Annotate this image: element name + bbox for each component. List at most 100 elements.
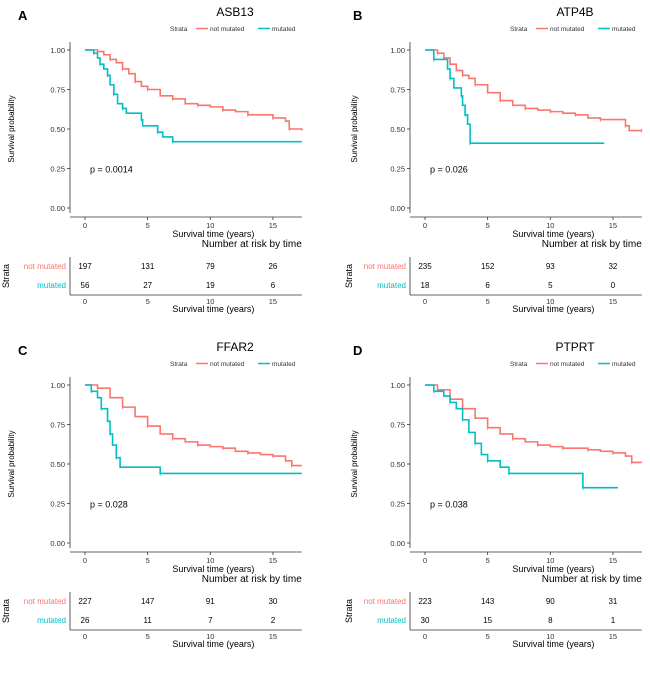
x-tick-label: 15 (269, 221, 277, 230)
x-axis-title: Survival time (years) (172, 564, 254, 574)
risk-count: 227 (78, 597, 92, 606)
risk-count: 19 (206, 281, 215, 290)
x-tick-label: 0 (423, 556, 427, 565)
y-tick-label: 0.25 (50, 500, 65, 509)
risk-count: 26 (81, 616, 90, 625)
y-tick-label: 0.50 (390, 460, 405, 469)
survival-curve-not-mutated (425, 384, 642, 464)
p-value: p = 0.026 (430, 165, 468, 175)
panel-label: D (353, 343, 362, 358)
risk-x-tick-label: 10 (206, 297, 214, 306)
x-tick-label: 10 (546, 221, 554, 230)
risk-count: 27 (143, 281, 152, 290)
panel-label: A (18, 8, 28, 23)
risk-x-tick-label: 5 (146, 632, 150, 641)
risk-row-label: mutated (377, 616, 406, 625)
survival-curve-mutated (425, 49, 605, 145)
risk-count: 0 (611, 281, 616, 290)
risk-count: 79 (206, 262, 215, 271)
legend-title: Strata (510, 26, 528, 33)
p-value: p = 0.038 (430, 500, 468, 510)
y-tick-label: 1.00 (390, 46, 405, 55)
risk-row-label: not mutated (364, 262, 406, 271)
risk-table-title: Number at risk by time (542, 239, 642, 250)
x-tick-label: 5 (486, 221, 490, 230)
risk-x-tick-label: 5 (486, 297, 490, 306)
panel-d: D PTPRT Strata not mutated mutated 0.00 0.25 0.… (344, 340, 642, 649)
y-tick-label: 0.00 (390, 204, 405, 213)
x-tick-label: 15 (609, 221, 617, 230)
x-tick-label: 5 (486, 556, 490, 565)
risk-y-axis-title: Strata (1, 264, 11, 288)
y-axis-title: Survival probability (7, 95, 16, 162)
legend-label: not mutated (550, 26, 585, 33)
legend-label: not mutated (550, 361, 585, 368)
risk-x-tick-label: 5 (146, 297, 150, 306)
panel-label: C (18, 343, 28, 358)
y-tick-label: 0.25 (390, 165, 405, 174)
risk-count: 26 (268, 262, 277, 271)
risk-x-axis-title: Survival time (years) (172, 639, 254, 649)
panel-title: ATP4B (556, 5, 593, 19)
survival-curve-mutated (85, 384, 302, 475)
risk-count: 30 (421, 616, 430, 625)
y-axis-title: Survival probability (350, 430, 359, 497)
y-tick-label: 1.00 (390, 381, 405, 390)
risk-x-tick-label: 10 (546, 632, 554, 641)
y-tick-label: 0.25 (390, 500, 405, 509)
risk-count: 11 (143, 616, 152, 625)
y-tick-label: 0.25 (50, 165, 65, 174)
x-tick-label: 10 (206, 556, 214, 565)
x-tick-label: 5 (146, 556, 150, 565)
risk-row-label: not mutated (24, 597, 66, 606)
risk-count: 8 (548, 616, 553, 625)
y-axis-title: Survival probability (7, 430, 16, 497)
risk-y-axis-title: Strata (344, 599, 354, 623)
risk-count: 91 (206, 597, 215, 606)
risk-row-label: mutated (37, 616, 66, 625)
x-tick-label: 0 (83, 221, 87, 230)
legend-title: Strata (170, 361, 188, 368)
risk-table-title: Number at risk by time (202, 574, 302, 585)
risk-row-label: not mutated (364, 597, 406, 606)
risk-x-tick-label: 15 (269, 297, 277, 306)
risk-x-axis-title: Survival time (years) (172, 304, 254, 314)
y-tick-label: 0.50 (50, 125, 65, 134)
risk-count: 197 (78, 262, 92, 271)
x-tick-label: 0 (423, 221, 427, 230)
x-tick-label: 15 (269, 556, 277, 565)
panel-a: A ASB13 Strata not mutated mutated 0.00 0.25 0.… (1, 5, 303, 314)
x-tick-label: 10 (206, 221, 214, 230)
risk-x-tick-label: 5 (486, 632, 490, 641)
x-tick-label: 15 (609, 556, 617, 565)
risk-count: 30 (268, 597, 277, 606)
panel-title: PTPRT (555, 340, 595, 354)
panel-title: FFAR2 (216, 340, 254, 354)
risk-count: 31 (608, 597, 617, 606)
risk-x-axis-title: Survival time (years) (512, 304, 594, 314)
x-axis-title: Survival time (years) (512, 564, 594, 574)
y-axis-title: Survival probability (350, 95, 359, 162)
panel-label: B (353, 8, 362, 23)
risk-count: 2 (271, 616, 276, 625)
survival-curve-mutated (425, 384, 618, 489)
risk-count: 15 (483, 616, 492, 625)
risk-x-tick-label: 10 (206, 632, 214, 641)
risk-x-axis-title: Survival time (years) (512, 639, 594, 649)
risk-count: 56 (81, 281, 90, 290)
x-axis-title: Survival time (years) (172, 229, 254, 239)
risk-count: 5 (548, 281, 553, 290)
risk-count: 93 (546, 262, 555, 271)
legend-label: mutated (272, 361, 296, 368)
y-tick-label: 0.00 (390, 539, 405, 548)
p-value: p = 0.0014 (90, 165, 133, 175)
x-tick-label: 10 (546, 556, 554, 565)
risk-row-label: not mutated (24, 262, 66, 271)
p-value: p = 0.028 (90, 500, 128, 510)
risk-y-axis-title: Strata (344, 264, 354, 288)
survival-curve-not-mutated (85, 384, 302, 467)
risk-count: 18 (421, 281, 430, 290)
risk-x-tick-label: 15 (609, 632, 617, 641)
legend-label: not mutated (210, 26, 245, 33)
